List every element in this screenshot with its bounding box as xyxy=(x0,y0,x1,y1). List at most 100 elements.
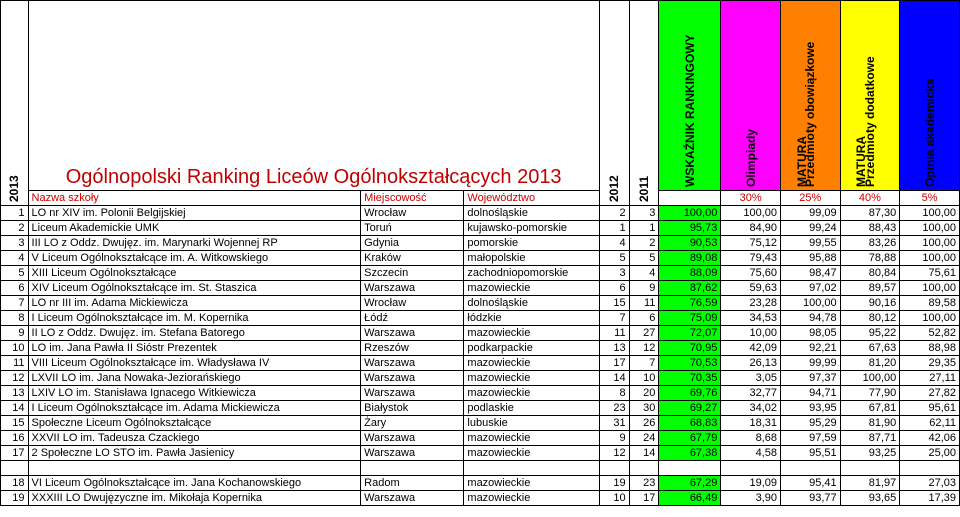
cell-region: pomorskie xyxy=(464,236,599,251)
table-row: 14I Liceum Ogólnokształcące im. Adama Mi… xyxy=(1,401,960,416)
cell-op: 100,00 xyxy=(900,206,960,221)
col-region-label: Województwo xyxy=(464,191,599,206)
cell-ind: 66,49 xyxy=(659,491,721,506)
cell-city: Gdynia xyxy=(361,236,464,251)
cell-school: XIV Liceum Ogólnokształcące im. St. Stas… xyxy=(28,281,361,296)
cell-op: 27,03 xyxy=(900,476,960,491)
cell-mo: 95,29 xyxy=(780,416,840,431)
cell-school: VIII Liceum Ogólnokształcące im. Władysł… xyxy=(28,356,361,371)
cell-ol: 34,02 xyxy=(721,401,781,416)
pct-md: 40% xyxy=(840,191,900,206)
cell-school: III LO z Oddz. Dwujęz. im. Marynarki Woj… xyxy=(28,236,361,251)
cell-rank: 8 xyxy=(1,311,29,326)
cell-ind: 70,95 xyxy=(659,341,721,356)
cell-school: LXVII LO im. Jana Nowaka-Jeziorańskiego xyxy=(28,371,361,386)
cell-ind: 69,27 xyxy=(659,401,721,416)
cell-2012: 2 xyxy=(599,206,629,221)
cell-2011: 24 xyxy=(629,431,659,446)
cell-city: Warszawa xyxy=(361,371,464,386)
cell-school: XIII Liceum Ogólnokształcące xyxy=(28,266,361,281)
cell-op: 17,39 xyxy=(900,491,960,506)
cell-city: Warszawa xyxy=(361,326,464,341)
cell-2012: 7 xyxy=(599,311,629,326)
cell-rank: 4 xyxy=(1,251,29,266)
cell-region: zachodniopomorskie xyxy=(464,266,599,281)
cell-rank: 17 xyxy=(1,446,29,461)
cell-school: XXVII LO im. Tadeusza Czackiego xyxy=(28,431,361,446)
cell-region: lubuskie xyxy=(464,416,599,431)
cell-md: 93,25 xyxy=(840,446,900,461)
cell-ind: 69,76 xyxy=(659,386,721,401)
cell-2011: 20 xyxy=(629,386,659,401)
cell-ol: 34,53 xyxy=(721,311,781,326)
cell-school: 2 Społeczne LO STO im. Pawła Jasienicy xyxy=(28,446,361,461)
cell-2012: 10 xyxy=(599,491,629,506)
header-olimpiady: Olimpiady xyxy=(721,1,781,191)
cell-ind: 88,09 xyxy=(659,266,721,281)
cell-mo: 99,99 xyxy=(780,356,840,371)
cell-ind: 75,09 xyxy=(659,311,721,326)
cell-city: Warszawa xyxy=(361,356,464,371)
table-row: 7LO nr III im. Adama MickiewiczaWrocławd… xyxy=(1,296,960,311)
cell-2011: 1 xyxy=(629,221,659,236)
cell-city: Warszawa xyxy=(361,281,464,296)
header-year: 2013 xyxy=(1,1,29,206)
cell-rank: 11 xyxy=(1,356,29,371)
table-row: 13LXIV LO im. Stanisława Ignacego Witkie… xyxy=(1,386,960,401)
table-row: 1LO nr XIV im. Polonii BelgijskiejWrocła… xyxy=(1,206,960,221)
cell-school: XXXIII LO Dwujęzyczne im. Mikołaja Koper… xyxy=(28,491,361,506)
cell-op: 27,11 xyxy=(900,371,960,386)
table-row: 8I Liceum Ogólnokształcące im. M. Kopern… xyxy=(1,311,960,326)
cell-city: Radom xyxy=(361,476,464,491)
cell-mo: 95,88 xyxy=(780,251,840,266)
cell-ind: 90,53 xyxy=(659,236,721,251)
cell-ind: 72,07 xyxy=(659,326,721,341)
cell-ol: 79,43 xyxy=(721,251,781,266)
cell-2012: 11 xyxy=(599,326,629,341)
cell-op: 42,06 xyxy=(900,431,960,446)
cell-rank: 1 xyxy=(1,206,29,221)
cell-op: 95,61 xyxy=(900,401,960,416)
cell-ol: 32,77 xyxy=(721,386,781,401)
cell-ol: 100,00 xyxy=(721,206,781,221)
cell-mo: 99,09 xyxy=(780,206,840,221)
cell-ol: 4,58 xyxy=(721,446,781,461)
cell-ol: 8,68 xyxy=(721,431,781,446)
cell-op: 62,11 xyxy=(900,416,960,431)
cell-mo: 98,47 xyxy=(780,266,840,281)
cell-md: 89,57 xyxy=(840,281,900,296)
table-row: 6 XIV Liceum Ogólnokształcące im. St. Sta… xyxy=(1,281,960,296)
pct-op: 5% xyxy=(900,191,960,206)
cell-op: 89,58 xyxy=(900,296,960,311)
cell-2011: 10 xyxy=(629,371,659,386)
cell-rank: 15 xyxy=(1,416,29,431)
cell-op: 100,00 xyxy=(900,221,960,236)
header-opinia: Opinia akademicka xyxy=(900,1,960,191)
cell-ol: 3,05 xyxy=(721,371,781,386)
table-row: 4V Liceum Ogólnokształcące im. A. Witkow… xyxy=(1,251,960,266)
cell-region: mazowieckie xyxy=(464,491,599,506)
title-text: Ogólnopolski Ranking Liceów Ogólnokształ… xyxy=(32,165,596,189)
ranking-table: 2013 Ogólnopolski Ranking Liceów Ogólnok… xyxy=(0,0,960,506)
spacer-row xyxy=(1,461,960,476)
table-row: 2Liceum Akademickie UMKToruńkujawsko-pom… xyxy=(1,221,960,236)
cell-ol: 42,09 xyxy=(721,341,781,356)
table-body: 1LO nr XIV im. Polonii BelgijskiejWrocła… xyxy=(1,206,960,506)
cell-2012: 9 xyxy=(599,431,629,446)
cell-mo: 92,21 xyxy=(780,341,840,356)
table-row: 11VIII Liceum Ogólnokształcące im. Włady… xyxy=(1,356,960,371)
cell-md: 87,30 xyxy=(840,206,900,221)
cell-mo: 100,00 xyxy=(780,296,840,311)
cell-mo: 94,71 xyxy=(780,386,840,401)
cell-2012: 23 xyxy=(599,401,629,416)
cell-school: VI Liceum Ogólnokształcące im. Jana Koch… xyxy=(28,476,361,491)
cell-op: 100,00 xyxy=(900,281,960,296)
cell-school: Społeczne Liceum Ogólnokształcące xyxy=(28,416,361,431)
cell-city: Warszawa xyxy=(361,386,464,401)
cell-mo: 98,05 xyxy=(780,326,840,341)
cell-2012: 14 xyxy=(599,371,629,386)
cell-school: LXIV LO im. Stanisława Ignacego Witkiewi… xyxy=(28,386,361,401)
cell-md: 80,12 xyxy=(840,311,900,326)
cell-2012: 6 xyxy=(599,281,629,296)
cell-city: Warszawa xyxy=(361,491,464,506)
